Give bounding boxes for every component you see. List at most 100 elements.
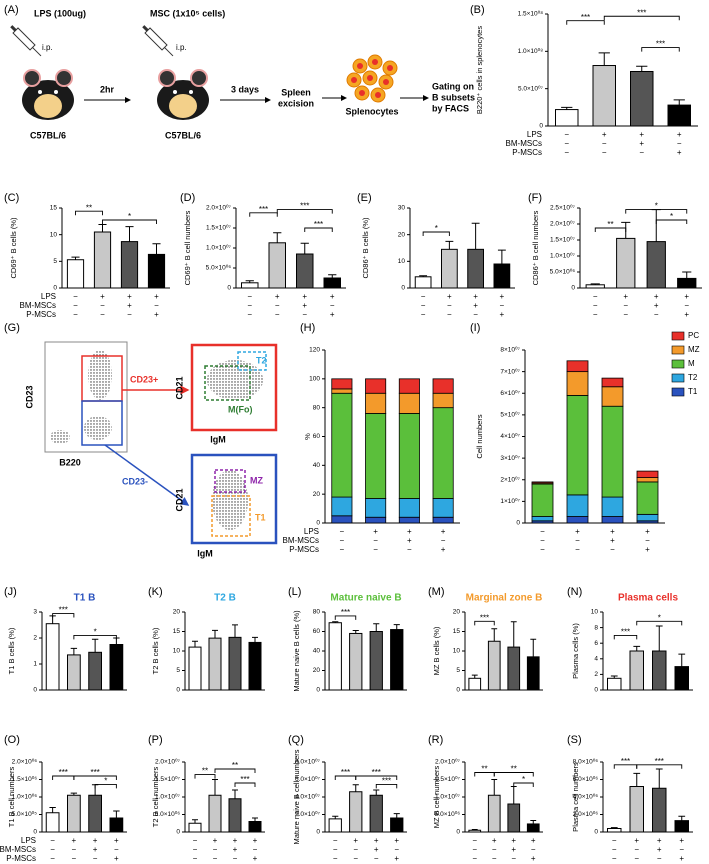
axis-label: IgM xyxy=(197,548,213,558)
legend-label: MZ xyxy=(688,345,700,354)
treatment-label: P-MSCs xyxy=(512,148,542,157)
y-tick-label: 20 xyxy=(398,231,406,238)
y-tick-label: 0 xyxy=(316,520,320,527)
bar-segment xyxy=(531,481,554,484)
panel-label: (F) xyxy=(528,192,542,204)
gate-label: T1 xyxy=(255,512,266,522)
error-bar xyxy=(125,226,134,242)
treatment-sign: + xyxy=(654,292,659,301)
error-bar xyxy=(491,628,498,642)
y-tick-label: 0 xyxy=(516,520,520,527)
significance-label: * xyxy=(655,202,658,211)
significance-bracket xyxy=(194,774,216,779)
strain-label: C57BL/6 xyxy=(165,130,201,140)
treatment-sign: + xyxy=(645,545,650,554)
lps-label: LPS (100ug) xyxy=(34,8,86,18)
bar xyxy=(109,644,124,691)
y-tick-label: 120 xyxy=(309,347,320,354)
bar xyxy=(390,629,404,691)
treatment-sign: + xyxy=(511,836,516,845)
y-tick-label: 1.5×10⁰⁷ xyxy=(206,224,232,232)
significance-bracket xyxy=(355,775,398,780)
treatment-sign: + xyxy=(213,836,218,845)
bar-segment xyxy=(566,371,589,396)
y-tick-label: 8×10⁰⁷ xyxy=(500,346,520,354)
bar xyxy=(630,70,654,127)
y-tick-label: 2 xyxy=(594,671,598,678)
mouse-icon xyxy=(157,69,209,120)
bar-segment xyxy=(636,513,659,522)
treatment-sign: + xyxy=(677,130,682,139)
significance-label: * xyxy=(658,613,661,622)
treatment-sign: − xyxy=(275,301,280,310)
treatment-sign: − xyxy=(394,845,399,854)
treatment-sign: − xyxy=(441,536,446,545)
cell-cloud xyxy=(84,416,112,440)
panel-label: (B) xyxy=(470,4,485,16)
error-bar xyxy=(673,99,685,106)
treatment-sign: − xyxy=(679,845,684,854)
bar-segment xyxy=(601,377,624,388)
bar xyxy=(93,231,112,289)
error-bar xyxy=(419,275,428,277)
bar-segment xyxy=(365,378,387,394)
bar-segment xyxy=(432,516,454,524)
y-tick-label: 8 xyxy=(594,624,598,631)
nuclei xyxy=(351,59,393,98)
y-tick-label: 5.0×10⁰⁶ xyxy=(550,268,576,276)
y-tick-label: 2 xyxy=(33,635,37,642)
bar xyxy=(526,656,540,691)
significance-bracket xyxy=(73,775,117,780)
y-tick-label: 1.0×10⁰⁷ xyxy=(206,244,232,252)
treatment-sign: + xyxy=(441,545,446,554)
treatment-sign: + xyxy=(373,527,378,536)
bar xyxy=(468,829,482,833)
y-tick-label: 1.5×10⁰⁸ xyxy=(518,10,544,18)
bar xyxy=(667,104,691,127)
interval-label: 3 days xyxy=(231,84,259,94)
treatment-sign: − xyxy=(575,545,580,554)
treatment-sign: − xyxy=(540,545,545,554)
significance-bracket xyxy=(613,634,638,640)
bar xyxy=(188,822,202,833)
chart-title: Mature naive B xyxy=(330,593,401,604)
treatment-sign: + xyxy=(575,527,580,536)
gate-label: MZ xyxy=(250,475,263,485)
y-tick-label: 0 xyxy=(316,829,320,836)
y-axis-label: CD69⁺ B cells (%) xyxy=(9,217,18,279)
error-bar xyxy=(678,653,686,667)
panel-label: (S) xyxy=(567,734,582,746)
treatment-sign: − xyxy=(684,301,689,310)
y-tick-label: 2.0×10⁰⁶ xyxy=(12,758,38,766)
treatment-sign: − xyxy=(100,301,105,310)
bar-segment xyxy=(636,481,659,515)
treatment-sign: − xyxy=(50,854,55,863)
treatment-sign: + xyxy=(302,292,307,301)
y-axis-label: CD69⁺ B cell numbers xyxy=(183,210,192,285)
treatment-sign: − xyxy=(623,310,628,319)
bar-segment xyxy=(331,388,353,394)
treatment-sign: + xyxy=(500,292,505,301)
y-tick-label: 10 xyxy=(591,609,599,616)
y-axis-label: CD86⁺ B cell numbers xyxy=(531,210,540,285)
error-bar xyxy=(590,283,600,285)
bar-segment xyxy=(365,413,387,499)
bar xyxy=(228,798,242,833)
error-bar xyxy=(245,280,254,283)
y-axis-label: Plasma cells (%) xyxy=(571,623,580,679)
bar xyxy=(88,794,102,833)
bar xyxy=(592,65,616,127)
treatment-sign: − xyxy=(593,310,598,319)
y-axis-label: B220⁺ cells in splenocytes xyxy=(475,26,484,114)
significance-label: *** xyxy=(59,768,68,777)
y-tick-label: 2.0×10⁰⁷ xyxy=(206,204,232,212)
error-bar xyxy=(373,623,380,632)
panel-label: (D) xyxy=(180,192,195,204)
strain-label: C57BL/6 xyxy=(30,130,66,140)
bar xyxy=(674,820,689,833)
error-bar xyxy=(232,624,238,638)
treatment-sign: − xyxy=(492,845,497,854)
treatment-sign: + xyxy=(679,854,684,863)
error-bar xyxy=(212,629,218,639)
treatment-sign: + xyxy=(394,836,399,845)
